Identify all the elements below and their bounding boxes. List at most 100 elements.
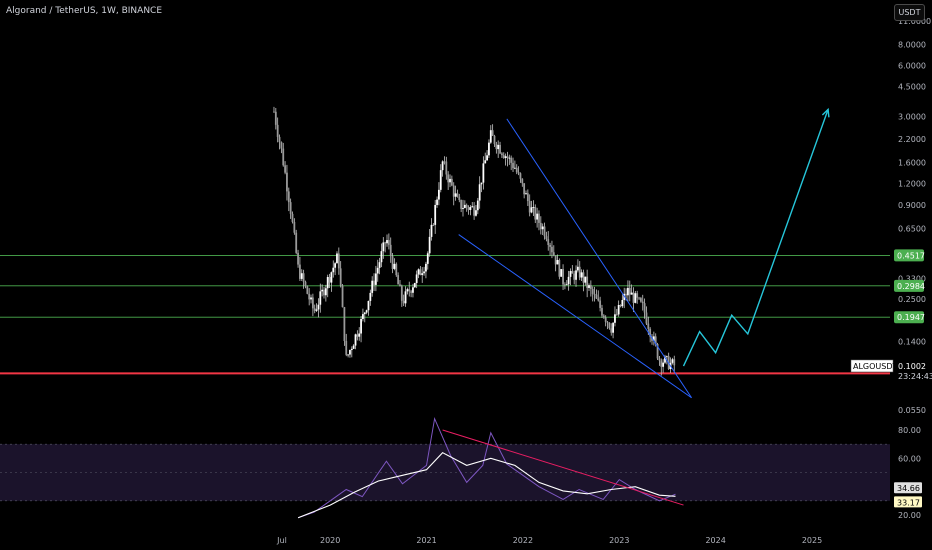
candle xyxy=(311,293,314,317)
candle xyxy=(280,141,283,154)
candle xyxy=(499,141,501,155)
candle-body xyxy=(393,263,396,269)
candle xyxy=(602,314,605,319)
candle-body xyxy=(510,157,513,163)
candle-body xyxy=(465,204,468,208)
candle-body xyxy=(360,318,362,334)
candle-body xyxy=(293,222,296,233)
last-price-value: 0.1002 xyxy=(898,362,926,371)
level-price-badge: 0.1947 xyxy=(894,311,925,324)
candle xyxy=(308,288,311,306)
candle-body xyxy=(445,161,448,175)
candle xyxy=(454,185,457,201)
candle-body xyxy=(454,193,457,197)
candle xyxy=(363,311,366,323)
candle-body xyxy=(419,269,422,276)
candle xyxy=(473,202,476,220)
candle-body xyxy=(365,310,368,313)
candle xyxy=(413,282,416,288)
candle xyxy=(389,237,392,263)
candle xyxy=(632,287,635,313)
candle-body xyxy=(601,307,603,316)
candle-body xyxy=(423,271,425,274)
candle-body xyxy=(628,287,631,295)
candle xyxy=(441,160,444,177)
candle xyxy=(373,273,375,291)
candle-body xyxy=(430,224,433,237)
candle-body xyxy=(367,300,370,311)
candle-body xyxy=(460,199,463,209)
candle xyxy=(356,330,359,341)
candle-body xyxy=(287,191,290,203)
candle xyxy=(404,286,407,307)
candle xyxy=(578,261,581,281)
candle xyxy=(402,294,405,307)
candle-body xyxy=(330,272,333,283)
level-price-badge-label: 0.4517 xyxy=(897,251,925,260)
candle xyxy=(306,285,309,295)
candle xyxy=(662,359,665,373)
level-price-badge-label: 0.1947 xyxy=(897,313,925,322)
candle-body xyxy=(534,207,537,220)
candle-body xyxy=(415,274,418,284)
candle-body xyxy=(469,206,472,210)
candle-body xyxy=(482,163,485,183)
candle xyxy=(400,284,403,307)
candle xyxy=(480,182,483,193)
candle-body xyxy=(458,196,461,200)
candle-body xyxy=(615,314,618,316)
currency-unit-button[interactable]: USDT xyxy=(894,4,925,21)
candle xyxy=(673,355,676,373)
candle-body xyxy=(389,244,392,257)
candle-body xyxy=(328,276,331,283)
price-tick-label: 1.2000 xyxy=(898,180,926,189)
level-price-badge-label: 0.2984 xyxy=(897,282,925,291)
candle-body xyxy=(552,252,555,256)
time-tick-label: Jul xyxy=(276,536,287,545)
candle xyxy=(315,303,318,313)
candle-body xyxy=(660,360,663,367)
candle xyxy=(330,271,333,292)
candle-body xyxy=(463,204,466,208)
candle-body xyxy=(452,185,455,197)
candle xyxy=(630,284,633,295)
candle xyxy=(513,160,516,170)
candle xyxy=(495,141,498,154)
candle-body xyxy=(347,354,349,356)
candle xyxy=(287,187,290,212)
candle-body xyxy=(317,304,320,310)
candle-body xyxy=(673,359,676,366)
price-tick-label: 4.5000 xyxy=(898,83,926,92)
candle-body xyxy=(512,162,514,169)
candle xyxy=(317,298,320,318)
price-tick-label: 11.0000 xyxy=(898,17,931,26)
candle xyxy=(597,290,600,302)
candle-body xyxy=(658,358,661,361)
candle xyxy=(627,280,629,302)
candle xyxy=(528,194,531,217)
candle xyxy=(374,265,377,292)
candle xyxy=(384,241,387,253)
candle xyxy=(623,287,626,309)
candle xyxy=(643,298,646,319)
candle-body xyxy=(408,289,411,292)
candle xyxy=(347,354,349,358)
candle xyxy=(458,193,461,203)
candle-body xyxy=(343,307,346,341)
time-tick-label: 2021 xyxy=(416,536,436,545)
candle-body xyxy=(382,242,385,252)
candle-body xyxy=(584,276,587,283)
candle xyxy=(300,269,303,282)
candle xyxy=(371,276,374,297)
candle-body xyxy=(332,267,335,273)
candle-body xyxy=(341,285,344,308)
candle xyxy=(491,124,494,137)
candle-body xyxy=(475,210,477,216)
candle-body xyxy=(634,293,637,303)
candle-body xyxy=(515,167,518,173)
candle-body xyxy=(404,291,407,304)
candle xyxy=(508,154,511,165)
candle xyxy=(386,234,388,247)
